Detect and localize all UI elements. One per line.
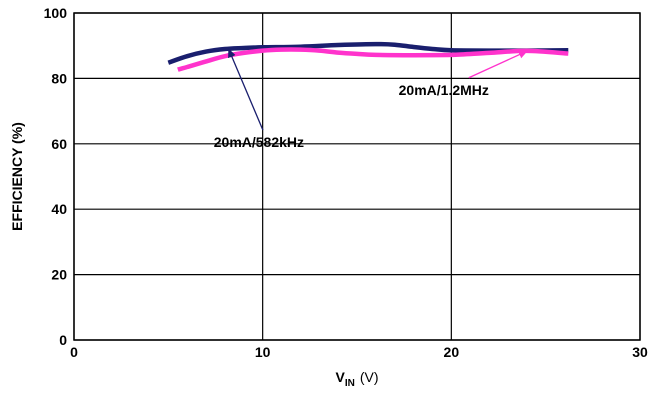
x-axis-label-main: V: [335, 369, 345, 385]
annotation-arrow: [468, 50, 528, 79]
y-tick-label: 100: [44, 5, 68, 21]
x-tick-label: 30: [632, 344, 648, 360]
tick-labels: 0 20 40 60 80 100 0 10 20 30: [44, 5, 648, 360]
series-line-pink: [177, 47, 569, 72]
y-axis-label: EFFICIENCY (%): [9, 122, 25, 231]
y-tick-label: 20: [51, 267, 67, 283]
x-tick-label: 0: [70, 344, 78, 360]
plot-frame: [73, 12, 641, 341]
annotation-layer: 20mA/582kHz 20mA/1.2MHz: [214, 48, 528, 150]
x-axis-label-sub: IN: [345, 378, 355, 389]
x-axis-label-unit: (V): [360, 369, 379, 385]
annotation-label: 20mA/1.2MHz: [399, 82, 489, 98]
x-tick-label: 20: [444, 344, 460, 360]
annotation-arrow: [228, 48, 264, 131]
y-tick-label: 60: [51, 136, 67, 152]
series-line-navy: [167, 41, 569, 65]
y-tick-label: 0: [59, 332, 67, 348]
annotation-label: 20mA/582kHz: [214, 134, 304, 150]
series-layer: [167, 41, 569, 72]
x-tick-label: 10: [255, 344, 271, 360]
y-tick-label: 80: [51, 70, 67, 86]
grid-lines: [73, 12, 641, 341]
y-tick-label: 40: [51, 201, 67, 217]
x-axis-label: VIN (V): [335, 369, 378, 389]
